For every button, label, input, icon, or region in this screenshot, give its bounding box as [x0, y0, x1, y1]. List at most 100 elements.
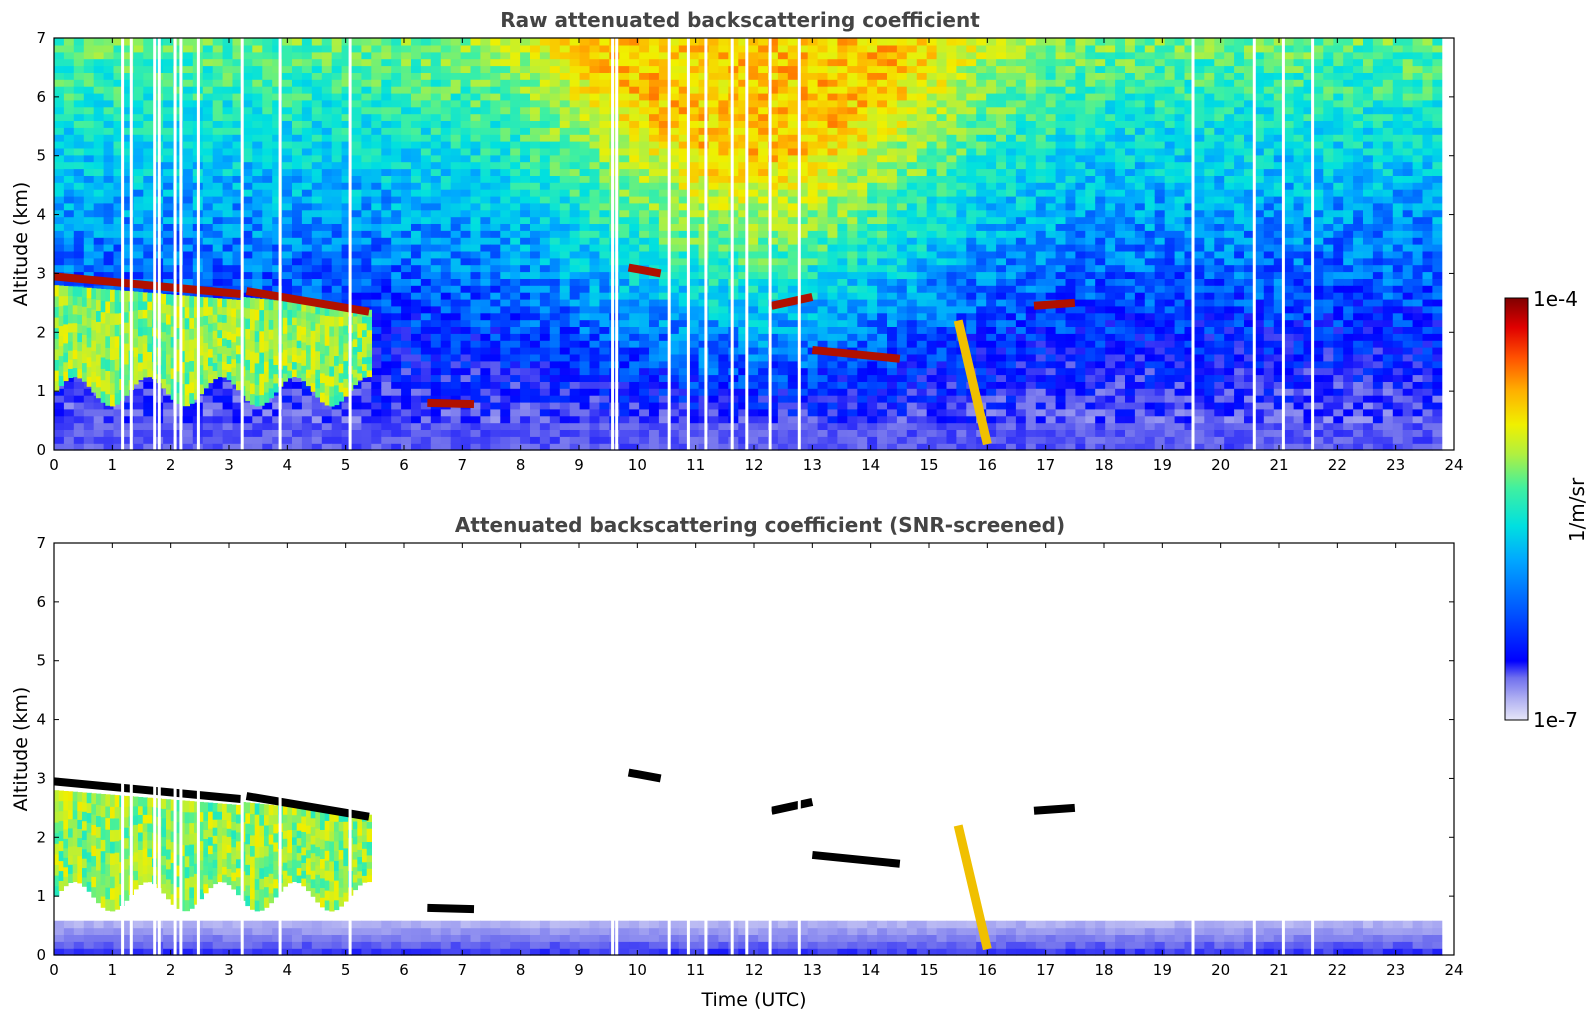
heatmap-cell: [649, 408, 660, 417]
heatmap-cell: [480, 168, 491, 176]
heatmap-cell: [738, 216, 749, 224]
heatmap-cell: [113, 38, 124, 46]
heatmap-cell: [401, 271, 412, 279]
heatmap-cell: [777, 401, 789, 410]
heatmap-cell: [867, 113, 878, 121]
heatmap-cell: [559, 209, 571, 218]
heatmap-cell: [807, 168, 819, 176]
heatmap-cell: [331, 113, 343, 121]
heatmap-cell: [520, 443, 531, 451]
heatmap-cell: [480, 216, 491, 224]
heatmap-cell: [867, 141, 878, 149]
heatmap-cell: [143, 195, 154, 204]
heatmap-cell: [361, 86, 372, 94]
heatmap-cell: [678, 182, 690, 190]
heatmap-cell: [470, 250, 481, 259]
heatmap-cell: [391, 127, 402, 135]
heatmap-cell: [202, 237, 214, 245]
heatmap-cell: [748, 175, 759, 183]
heatmap-cell: [470, 257, 481, 266]
heatmap-cell: [272, 134, 283, 142]
heatmap-cell: [708, 271, 719, 279]
heatmap-cell: [837, 58, 848, 67]
heatmap-cell: [420, 175, 432, 183]
heatmap-cell: [242, 175, 253, 183]
heatmap-cell: [510, 443, 521, 451]
heatmap-cell: [341, 79, 353, 87]
heatmap-cell: [371, 257, 382, 266]
heatmap-cell: [629, 147, 640, 156]
heatmap-cell: [202, 86, 214, 94]
heatmap-cell: [361, 147, 372, 156]
heatmap-cell: [857, 257, 868, 266]
heatmap-cell: [629, 312, 640, 321]
heatmap-cell: [242, 271, 253, 279]
heatmap-cell: [530, 51, 541, 60]
heatmap-cell: [63, 257, 75, 266]
heatmap-cell: [718, 120, 729, 128]
heatmap-cell: [321, 134, 333, 142]
heatmap-cell: [73, 106, 85, 115]
heatmap-cell: [639, 99, 650, 108]
heatmap-cell: [539, 292, 551, 300]
heatmap-cell: [758, 86, 769, 94]
heatmap-cell: [797, 38, 809, 46]
heatmap-cell: [668, 44, 680, 53]
heatmap-cell: [827, 216, 838, 224]
heatmap-cell: [371, 388, 382, 396]
heatmap-cell: [252, 244, 263, 252]
heatmap-cell: [470, 182, 481, 190]
heatmap-cell: [718, 168, 729, 176]
heatmap-cell: [242, 257, 253, 266]
heatmap-cell: [420, 408, 432, 417]
heatmap-cell: [212, 182, 224, 190]
heatmap-cell: [569, 422, 581, 430]
heatmap-cell: [530, 285, 541, 293]
heatmap-cell: [857, 209, 868, 218]
heatmap-cell: [877, 340, 888, 348]
heatmap-cell: [708, 216, 719, 224]
heatmap-cell: [609, 134, 620, 142]
heatmap-cell: [817, 401, 829, 410]
heatmap-cell: [619, 223, 630, 231]
heatmap-cell: [668, 99, 680, 108]
heatmap-cell: [371, 182, 382, 190]
heatmap-cell: [430, 189, 442, 197]
heatmap-cell: [401, 244, 412, 252]
heatmap-cell: [103, 189, 115, 197]
heatmap-cell: [569, 175, 581, 183]
heatmap-cell: [777, 333, 789, 341]
heatmap-cell: [500, 429, 511, 437]
heatmap-cell: [579, 154, 591, 163]
heatmap-cell: [63, 134, 75, 142]
heatmap-cell: [698, 223, 710, 231]
heatmap-cell: [460, 381, 472, 389]
heatmap-cell: [450, 429, 462, 437]
heatmap-cell: [420, 51, 432, 60]
heatmap-cell: [668, 168, 680, 176]
heatmap-cell: [173, 401, 184, 410]
heatmap-cell: [341, 51, 353, 60]
heatmap-cell: [718, 51, 729, 60]
heatmap-cell: [113, 161, 124, 170]
heatmap-cell: [321, 182, 333, 190]
heatmap-cell: [430, 237, 442, 245]
heatmap-cell: [658, 44, 670, 53]
heatmap-cell: [768, 292, 779, 300]
heatmap-cell: [63, 278, 75, 286]
heatmap-cell: [639, 44, 650, 53]
heatmap-cell: [629, 401, 640, 410]
heatmap-cell: [718, 58, 729, 67]
heatmap-cell: [470, 189, 481, 197]
heatmap-cell: [718, 443, 729, 451]
heatmap-cell: [401, 401, 412, 410]
heatmap-cell: [718, 374, 729, 382]
heatmap-cell: [331, 161, 343, 170]
heatmap-cell: [758, 223, 769, 231]
heatmap-cell: [490, 202, 501, 211]
heatmap-cell: [391, 216, 402, 224]
heatmap-cell: [242, 415, 253, 424]
heatmap-cell: [530, 209, 541, 218]
heatmap-cell: [619, 415, 630, 424]
heatmap-cell: [63, 244, 75, 252]
